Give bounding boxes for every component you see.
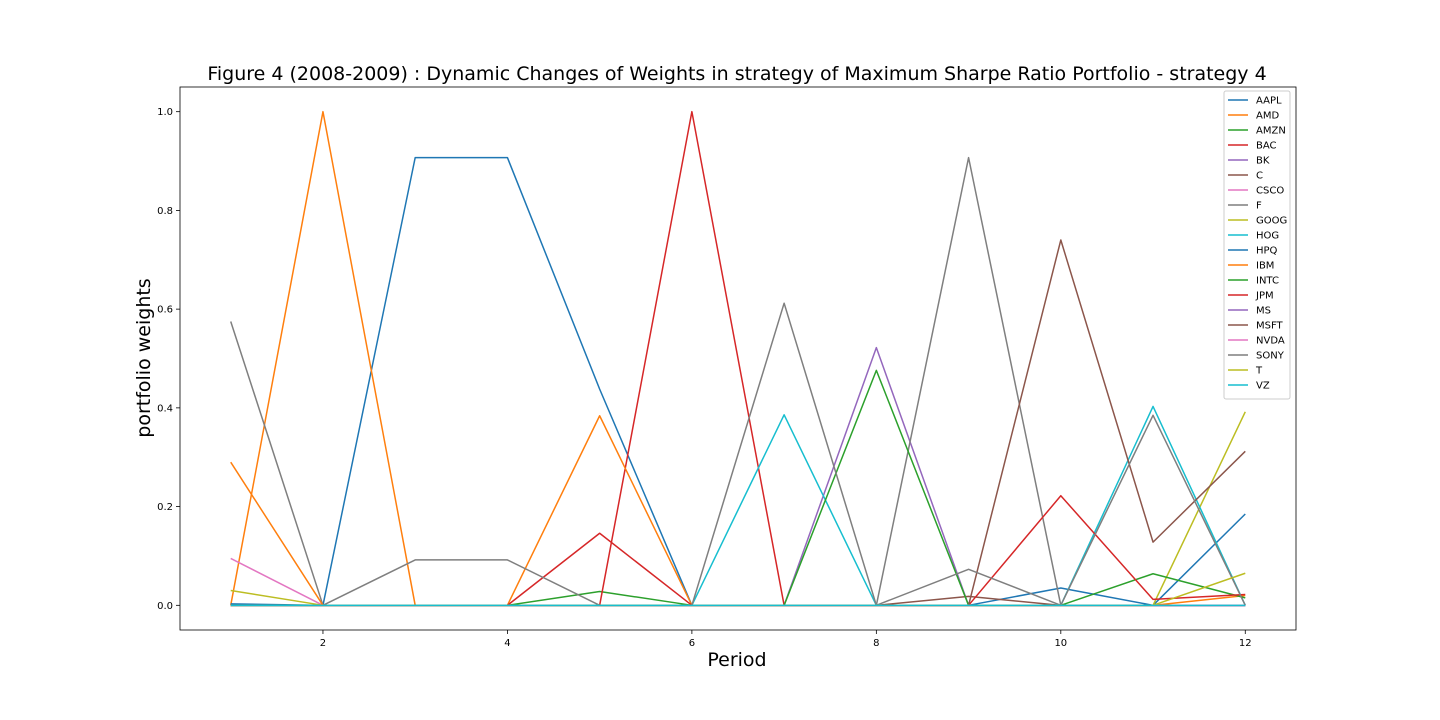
x-tick-label: 6 xyxy=(689,638,695,649)
legend-label-ms: MS xyxy=(1256,306,1271,317)
x-tick-label: 2 xyxy=(320,638,326,649)
legend-label-msft: MSFT xyxy=(1256,321,1284,332)
y-tick-label: 1.0 xyxy=(157,107,173,118)
legend-box xyxy=(1223,90,1291,400)
x-tick-label: 4 xyxy=(504,638,510,649)
series-line-jpm xyxy=(230,494,1246,607)
y-axis-label: portfolio weights xyxy=(133,278,155,437)
x-tick-label: 8 xyxy=(873,638,879,649)
legend-label-aapl: AAPL xyxy=(1256,96,1282,107)
chart-title: Figure 4 (2008-2009) : Dynamic Changes o… xyxy=(207,63,1266,85)
legend-label-bac: BAC xyxy=(1256,141,1277,152)
series-line-c xyxy=(230,595,1246,607)
series-lines xyxy=(229,110,1246,607)
legend-label-jpm: JPM xyxy=(1255,291,1274,302)
legend-label-vz: VZ xyxy=(1256,381,1270,392)
y-tick-label: 0.0 xyxy=(157,601,173,612)
y-tick-label: 0.4 xyxy=(157,403,173,414)
y-tick-label: 0.2 xyxy=(157,502,173,513)
series-line-t xyxy=(230,572,1246,607)
legend-label-goog: GOOG xyxy=(1256,216,1287,227)
legend-label-hog: HOG xyxy=(1256,231,1279,242)
legend-label-intc: INTC xyxy=(1256,276,1279,287)
series-line-msft xyxy=(230,239,1246,607)
legend-label-t: T xyxy=(1255,366,1263,377)
series-line-intc xyxy=(230,369,1246,607)
series-line-csco xyxy=(230,557,1246,607)
axes: 2 4 6 8 10 12 0.0 0.2 0.4 0.6 0.8 1.0 xyxy=(157,86,1297,649)
x-axis-label: Period xyxy=(707,649,766,671)
legend-label-f: F xyxy=(1256,201,1262,212)
series-line-bk xyxy=(230,346,1246,607)
legend-label-c: C xyxy=(1256,171,1263,182)
legend-label-csco: CSCO xyxy=(1256,186,1284,197)
legend-label-hpq: HPQ xyxy=(1256,246,1278,257)
legend-label-nvda: NVDA xyxy=(1256,336,1285,347)
legend-label-bk: BK xyxy=(1256,156,1270,167)
legend-label-ibm: IBM xyxy=(1256,261,1274,272)
y-tick-label: 0.8 xyxy=(157,206,173,217)
legend-label-amzn: AMZN xyxy=(1256,126,1286,137)
legend-label-amd: AMD xyxy=(1256,111,1279,122)
series-line-sony xyxy=(230,302,1246,607)
x-tick-label: 10 xyxy=(1054,638,1067,649)
legend-label-sony: SONY xyxy=(1256,351,1285,362)
plot-frame xyxy=(179,86,1297,631)
x-tick-label: 12 xyxy=(1239,638,1252,649)
y-tick-label: 0.6 xyxy=(157,305,173,316)
legend: AAPL AMD AMZN BAC BK C CSCO F GOOG HOG HPQ IBM INTC J… xyxy=(1223,90,1291,400)
